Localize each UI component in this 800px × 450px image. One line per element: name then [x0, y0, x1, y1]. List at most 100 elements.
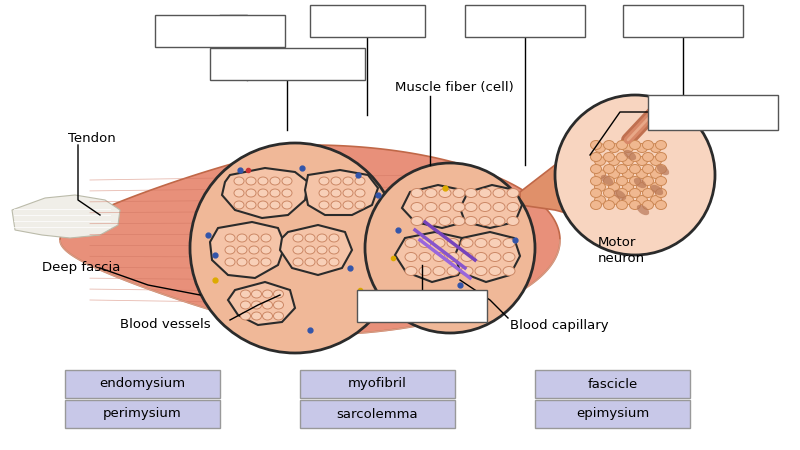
Ellipse shape [637, 183, 647, 192]
Bar [65, 400, 220, 428]
Polygon shape [395, 232, 468, 282]
Ellipse shape [465, 189, 477, 198]
Polygon shape [520, 140, 625, 225]
Ellipse shape [355, 201, 365, 209]
Circle shape [365, 163, 535, 333]
Polygon shape [228, 282, 295, 325]
Circle shape [555, 95, 715, 255]
Ellipse shape [617, 153, 627, 162]
Bar [300, 400, 455, 428]
Ellipse shape [507, 216, 519, 225]
Ellipse shape [650, 183, 662, 192]
Text: Tendon: Tendon [68, 131, 116, 144]
Ellipse shape [493, 189, 505, 198]
Ellipse shape [282, 201, 292, 209]
Ellipse shape [274, 312, 283, 320]
Ellipse shape [630, 189, 641, 198]
Ellipse shape [475, 252, 487, 261]
Ellipse shape [622, 195, 634, 204]
Ellipse shape [251, 312, 262, 320]
Ellipse shape [261, 246, 271, 254]
Ellipse shape [650, 144, 662, 153]
Ellipse shape [405, 266, 417, 275]
Ellipse shape [331, 177, 341, 185]
Ellipse shape [503, 238, 515, 248]
Ellipse shape [489, 238, 501, 248]
Ellipse shape [630, 201, 641, 210]
Ellipse shape [343, 189, 353, 197]
Ellipse shape [655, 189, 666, 198]
Ellipse shape [405, 238, 417, 248]
Ellipse shape [637, 195, 647, 204]
Ellipse shape [590, 140, 602, 149]
Ellipse shape [634, 178, 646, 188]
Ellipse shape [609, 157, 619, 166]
Ellipse shape [293, 258, 303, 266]
Ellipse shape [425, 202, 437, 211]
Ellipse shape [637, 205, 649, 215]
Ellipse shape [594, 170, 606, 179]
Ellipse shape [642, 189, 654, 198]
Polygon shape [280, 225, 352, 275]
Ellipse shape [246, 177, 256, 185]
Ellipse shape [270, 177, 280, 185]
Ellipse shape [234, 177, 244, 185]
Ellipse shape [609, 144, 619, 153]
Ellipse shape [305, 246, 315, 254]
Ellipse shape [637, 157, 647, 166]
Ellipse shape [251, 301, 262, 309]
Ellipse shape [650, 157, 662, 166]
Polygon shape [402, 185, 472, 228]
Bar [300, 370, 455, 398]
Ellipse shape [622, 183, 634, 192]
Bar [210, 48, 365, 80]
Ellipse shape [305, 234, 315, 242]
Text: Deep fascia: Deep fascia [42, 261, 120, 274]
Ellipse shape [411, 202, 423, 211]
Ellipse shape [603, 201, 614, 210]
Ellipse shape [433, 238, 445, 248]
Ellipse shape [241, 301, 250, 309]
Ellipse shape [603, 153, 614, 162]
Ellipse shape [489, 266, 501, 275]
Text: endomysium: endomysium [99, 378, 186, 391]
Bar [357, 290, 487, 322]
Ellipse shape [453, 216, 465, 225]
Ellipse shape [503, 252, 515, 261]
Ellipse shape [249, 246, 259, 254]
Ellipse shape [319, 177, 329, 185]
Polygon shape [305, 170, 378, 215]
Ellipse shape [237, 246, 247, 254]
Ellipse shape [261, 258, 271, 266]
Ellipse shape [617, 176, 627, 185]
Ellipse shape [225, 246, 235, 254]
Ellipse shape [343, 201, 353, 209]
Ellipse shape [461, 252, 473, 261]
Polygon shape [455, 232, 520, 282]
Ellipse shape [630, 176, 641, 185]
Text: epimysium: epimysium [576, 408, 649, 420]
Ellipse shape [465, 202, 477, 211]
Ellipse shape [603, 140, 614, 149]
Ellipse shape [642, 153, 654, 162]
Ellipse shape [642, 165, 654, 174]
Ellipse shape [479, 202, 491, 211]
Ellipse shape [237, 234, 247, 242]
Ellipse shape [246, 201, 256, 209]
Ellipse shape [355, 177, 365, 185]
Ellipse shape [617, 165, 627, 174]
Ellipse shape [433, 266, 445, 275]
Ellipse shape [594, 195, 606, 204]
Ellipse shape [655, 176, 666, 185]
Circle shape [190, 143, 400, 353]
Ellipse shape [614, 190, 626, 200]
Ellipse shape [329, 258, 339, 266]
Ellipse shape [225, 234, 235, 242]
Ellipse shape [594, 144, 606, 153]
Ellipse shape [419, 252, 431, 261]
Ellipse shape [331, 201, 341, 209]
Ellipse shape [317, 258, 327, 266]
Ellipse shape [493, 216, 505, 225]
Ellipse shape [225, 258, 235, 266]
Ellipse shape [657, 165, 669, 175]
